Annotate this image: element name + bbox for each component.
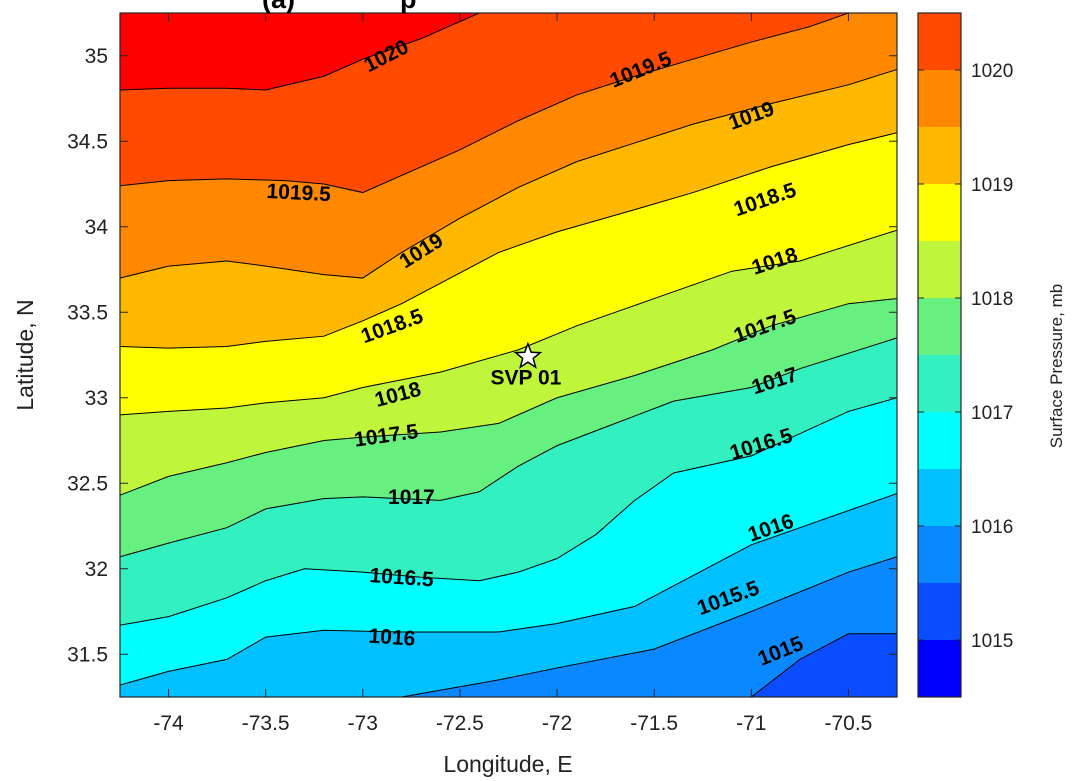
star-marker-icon <box>513 341 543 369</box>
colorbar: 1015 1016 1017 1018 1019 1020 Surface Pressur… <box>917 12 1066 698</box>
colorbar-block <box>918 526 961 583</box>
colorbar-frame <box>917 12 962 698</box>
colorbar-tick-label: 1018 <box>971 289 1013 310</box>
contour-label: 1019.5 <box>266 180 332 206</box>
x-tick-label: -73 <box>348 712 378 735</box>
contour-line-layer <box>120 13 897 697</box>
colorbar-tick-label: 1020 <box>971 61 1013 82</box>
colorbar-block <box>918 184 961 241</box>
contour-line <box>120 68 897 279</box>
contour-line <box>120 493 897 686</box>
colorbar-tick-label: 1017 <box>971 403 1013 424</box>
colorbar-block <box>918 412 961 469</box>
contour-line <box>120 13 849 194</box>
x-tick-label: -74 <box>153 712 184 735</box>
colorbar-block <box>918 241 961 298</box>
colorbar-label: Surface Pressure, mb <box>1047 284 1066 448</box>
x-tick-label: -71.5 <box>630 712 678 735</box>
contour-line <box>120 132 897 349</box>
y-tick-label: 33 <box>85 387 108 410</box>
colorbar-block <box>918 583 961 640</box>
contour-fill-layer <box>120 13 897 697</box>
contour-line <box>120 13 480 91</box>
x-axis-ticks: -74 -73.5 -73 -72.5 -72 -71.5 -71 -70.5 <box>153 13 872 735</box>
station-marker-label: SVP 01 <box>491 367 562 390</box>
contour-line <box>120 397 897 626</box>
station-marker: SVP 01 <box>491 341 562 390</box>
contour-line <box>401 556 897 697</box>
colorbar-tick-label: 1016 <box>971 517 1013 538</box>
x-tick-label: -70.5 <box>825 712 873 735</box>
y-tick-label: 31.5 <box>67 643 108 666</box>
y-tick-label: 34 <box>85 216 109 239</box>
x-tick-label: -72 <box>542 712 572 735</box>
y-tick-label: 32 <box>85 558 108 581</box>
contour-line <box>120 298 897 496</box>
contour-line <box>120 337 897 558</box>
colorbar-block <box>918 13 961 70</box>
y-tick-label: 33.5 <box>67 301 108 324</box>
contour-label: 1016.5 <box>369 564 435 591</box>
y-tick-label: 34.5 <box>67 130 108 153</box>
y-axis-ticks: 31.5 32 32.5 33 33.5 34 34.5 35 <box>67 45 897 666</box>
colorbar-ticks: 1015 1016 1017 1018 1019 1020 <box>918 61 1013 652</box>
colorbar-blocks <box>918 13 961 697</box>
colorbar-block <box>918 127 961 184</box>
contour-band <box>120 13 897 90</box>
colorbar-block <box>918 355 961 412</box>
chart-title: (a) p <box>262 0 417 14</box>
y-tick-label: 32.5 <box>67 472 108 495</box>
x-axis-label: Longitude, E <box>443 751 572 777</box>
contour-label: 1016 <box>368 625 416 651</box>
colorbar-tick-label: 1019 <box>971 175 1013 196</box>
contour-line <box>120 229 897 416</box>
y-tick-label: 35 <box>85 45 108 68</box>
y-axis-label: Latitude, N <box>12 299 38 410</box>
contour-line <box>120 633 897 697</box>
colorbar-block <box>918 70 961 127</box>
colorbar-block <box>918 298 961 355</box>
colorbar-tick-label: 1015 <box>971 631 1013 652</box>
colorbar-block <box>918 469 961 526</box>
x-tick-label: -71 <box>736 712 766 735</box>
x-tick-label: -72.5 <box>436 712 484 735</box>
x-tick-label: -73.5 <box>242 712 290 735</box>
plot-frame <box>119 12 898 698</box>
colorbar-block <box>918 640 961 697</box>
contour-label: 1017 <box>388 486 435 509</box>
